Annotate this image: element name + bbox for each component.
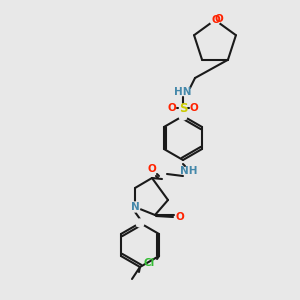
Circle shape [136,219,144,227]
Text: O: O [176,212,184,222]
Text: Cl: Cl [143,258,155,268]
Text: O: O [212,15,220,25]
Circle shape [210,15,220,25]
Text: O: O [214,14,224,24]
Text: O: O [168,103,176,113]
Text: N: N [130,202,140,212]
Text: HN: HN [174,87,192,97]
Text: O: O [148,164,156,174]
Circle shape [130,202,140,212]
Text: O: O [190,103,198,113]
Text: S: S [179,101,187,115]
Text: NH: NH [180,166,198,176]
Circle shape [179,112,187,120]
